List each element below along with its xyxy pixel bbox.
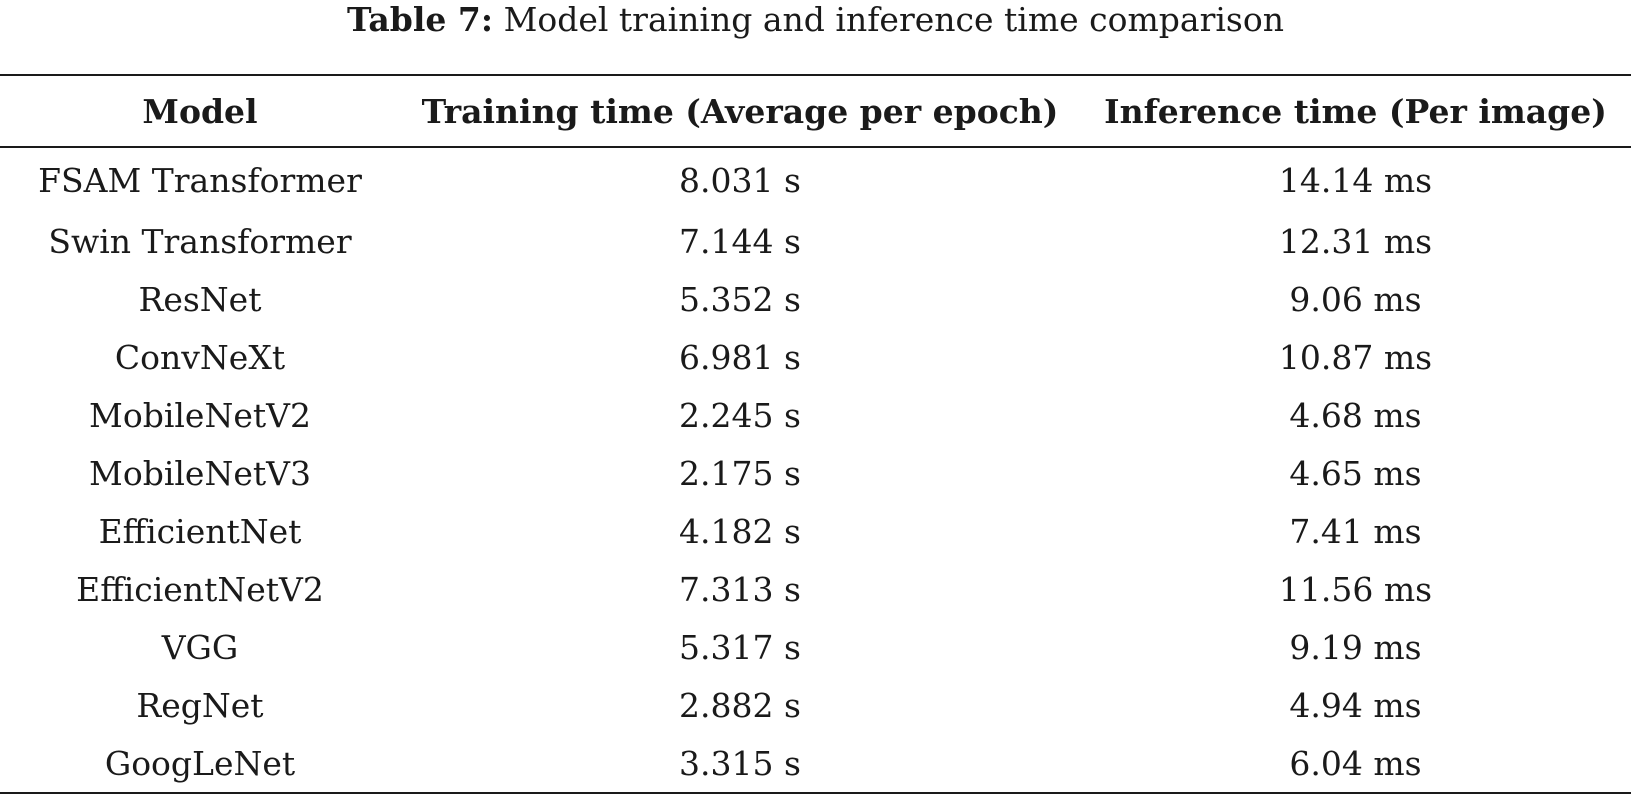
cell-training-time: 7.144 s bbox=[679, 221, 801, 261]
cell-training-time: 5.352 s bbox=[679, 279, 801, 319]
cell-model: FSAM Transformer bbox=[38, 160, 362, 200]
cell-training-time: 2.175 s bbox=[679, 453, 801, 493]
cell-inference-time: 7.41 ms bbox=[1289, 511, 1422, 551]
table-row: MobileNetV3 2.175 s 4.65 ms bbox=[0, 444, 1631, 502]
table-row: Swin Transformer 7.144 s 12.31 ms bbox=[0, 212, 1631, 270]
cell-model: Swin Transformer bbox=[48, 221, 352, 261]
table-row: EfficientNetV2 7.313 s 11.56 ms bbox=[0, 560, 1631, 618]
timing-table: Model Training time (Average per epoch) … bbox=[0, 74, 1631, 794]
column-header-inference-time: Inference time (Per image) bbox=[1104, 91, 1607, 131]
cell-training-time: 2.882 s bbox=[679, 685, 801, 725]
column-header-training-time: Training time (Average per epoch) bbox=[421, 91, 1059, 131]
cell-training-time: 3.315 s bbox=[679, 743, 801, 783]
cell-inference-time: 4.65 ms bbox=[1289, 453, 1422, 493]
table-row: ResNet 5.352 s 9.06 ms bbox=[0, 270, 1631, 328]
cell-model: ConvNeXt bbox=[114, 337, 286, 377]
table-row: EfficientNet 4.182 s 7.41 ms bbox=[0, 502, 1631, 560]
cell-inference-time: 11.56 ms bbox=[1278, 569, 1433, 609]
cell-inference-time: 10.87 ms bbox=[1278, 337, 1433, 377]
cell-inference-time: 9.06 ms bbox=[1289, 279, 1422, 319]
cell-model: MobileNetV2 bbox=[89, 395, 311, 435]
cell-model: ResNet bbox=[138, 279, 262, 319]
table-row: ConvNeXt 6.981 s 10.87 ms bbox=[0, 328, 1631, 386]
cell-training-time: 4.182 s bbox=[679, 511, 801, 551]
table-header-row: Model Training time (Average per epoch) … bbox=[0, 75, 1631, 147]
column-header-model: Model bbox=[142, 91, 258, 131]
cell-model: RegNet bbox=[136, 685, 264, 725]
table-row: FSAM Transformer 8.031 s 14.14 ms bbox=[0, 147, 1631, 212]
table-row: VGG 5.317 s 9.19 ms bbox=[0, 618, 1631, 676]
table-row: RegNet 2.882 s 4.94 ms bbox=[0, 676, 1631, 734]
table-caption-label: Table 7: bbox=[347, 0, 494, 39]
table-caption: Table 7: Model training and inference ti… bbox=[0, 0, 1631, 44]
cell-inference-time: 12.31 ms bbox=[1278, 221, 1433, 261]
cell-model: MobileNetV3 bbox=[89, 453, 311, 493]
cell-training-time: 8.031 s bbox=[679, 160, 801, 200]
cell-model: EfficientNet bbox=[98, 511, 302, 551]
cell-training-time: 7.313 s bbox=[679, 569, 801, 609]
cell-model: GoogLeNet bbox=[104, 743, 296, 783]
cell-training-time: 6.981 s bbox=[679, 337, 801, 377]
table-caption-text: Model training and inference time compar… bbox=[503, 0, 1284, 39]
cell-inference-time: 6.04 ms bbox=[1289, 743, 1422, 783]
cell-model: EfficientNetV2 bbox=[76, 569, 324, 609]
cell-inference-time: 4.94 ms bbox=[1289, 685, 1422, 725]
cell-inference-time: 9.19 ms bbox=[1289, 627, 1422, 667]
table-row: GoogLeNet 3.315 s 6.04 ms bbox=[0, 734, 1631, 793]
cell-training-time: 5.317 s bbox=[679, 627, 801, 667]
table-row: MobileNetV2 2.245 s 4.68 ms bbox=[0, 386, 1631, 444]
cell-inference-time: 4.68 ms bbox=[1289, 395, 1422, 435]
cell-training-time: 2.245 s bbox=[679, 395, 801, 435]
cell-inference-time: 14.14 ms bbox=[1278, 160, 1433, 200]
cell-model: VGG bbox=[161, 627, 239, 667]
